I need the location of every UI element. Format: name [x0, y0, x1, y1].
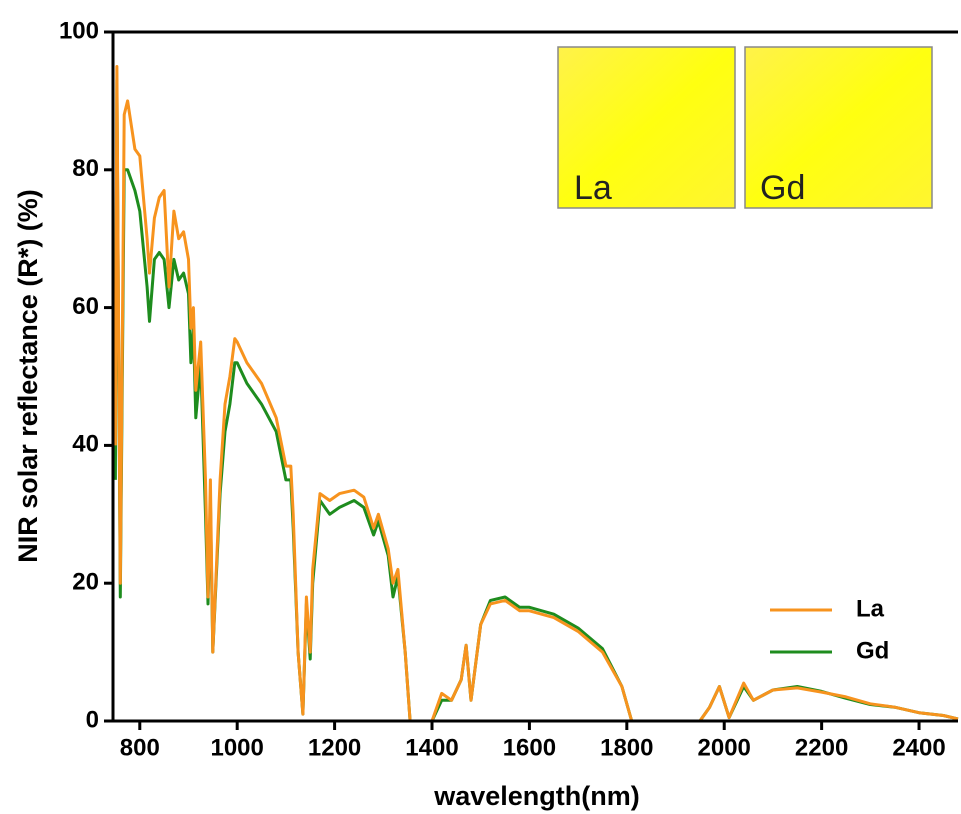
axis-frame [111, 30, 958, 723]
x-tick-label: 2200 [795, 734, 848, 761]
y-tick-label: 20 [72, 569, 99, 596]
x-tick-label: 2400 [892, 734, 945, 761]
legend-label: La [856, 595, 885, 622]
x-tick-label: 1400 [405, 734, 458, 761]
y-tick-label: 80 [72, 155, 99, 182]
inset-sample [557, 46, 736, 209]
x-tick-label: 1600 [503, 734, 556, 761]
x-tick-label: 800 [120, 734, 160, 761]
x-tick-label: 1200 [308, 734, 361, 761]
y-tick-label: 60 [72, 293, 99, 320]
y-tick-label: 40 [72, 431, 99, 458]
legend-label: Gd [856, 637, 889, 664]
y-tick-label: 100 [59, 17, 99, 44]
inset-sample [744, 46, 933, 209]
x-tick-label: 1800 [600, 734, 653, 761]
inset-label: La [574, 169, 612, 207]
x-axis-title: wavelength(nm) [433, 781, 640, 811]
inset-label: Gd [760, 169, 805, 207]
x-tick-label: 1000 [210, 734, 263, 761]
x-tick-label: 2000 [698, 734, 751, 761]
series-line [113, 65, 959, 723]
y-tick-label: 0 [86, 706, 99, 733]
y-axis-title: NIR solar reflectance (R*) (%) [13, 189, 43, 563]
